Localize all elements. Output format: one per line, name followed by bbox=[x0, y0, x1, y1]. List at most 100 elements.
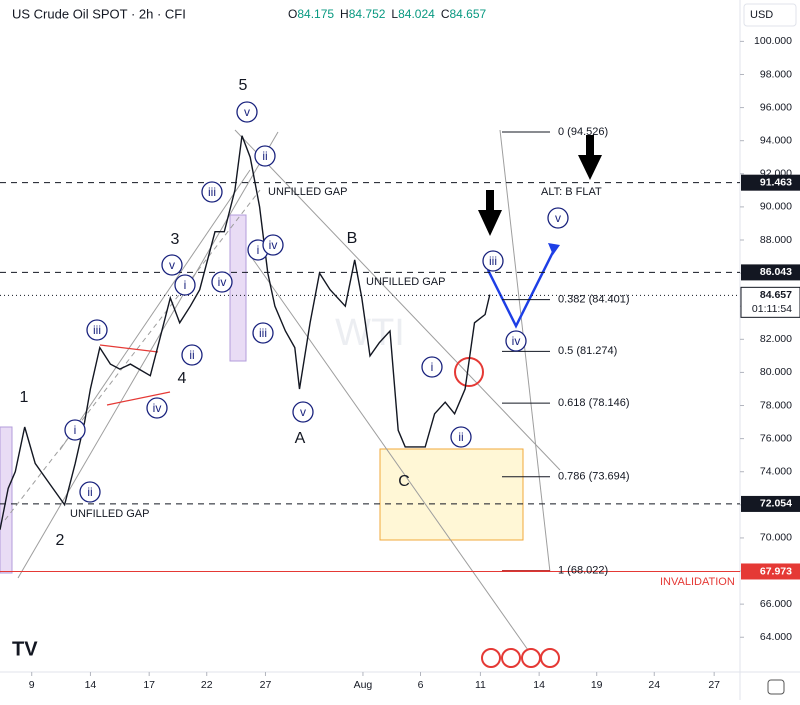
last-price-label: 84.657 bbox=[760, 289, 792, 301]
sub-wave-circle bbox=[505, 330, 527, 352]
wave-label: B bbox=[347, 230, 358, 247]
invalidation-box bbox=[741, 563, 800, 580]
logo: TV bbox=[12, 638, 38, 660]
sub-wave-label: ii bbox=[458, 430, 463, 444]
x-tick-label: 9 bbox=[29, 679, 35, 691]
annotation: INVALIDATION bbox=[660, 576, 735, 588]
last-price-box bbox=[740, 286, 800, 318]
sub-wave-circle bbox=[262, 234, 284, 256]
sub-wave-label: i bbox=[184, 278, 187, 292]
price-line-box bbox=[741, 174, 800, 191]
fib-label: 0.786 (73.694) bbox=[558, 471, 630, 483]
sub-wave-label: v bbox=[244, 105, 250, 119]
sub-wave-label: ii bbox=[262, 149, 267, 163]
ohlc-label: O bbox=[288, 7, 297, 21]
y-tick-label: 78.000 bbox=[760, 399, 792, 411]
ohlc: O84.175 H84.752 L84.024 C84.657 bbox=[288, 7, 487, 21]
x-tick-label: Aug bbox=[354, 679, 373, 691]
arrow-head bbox=[548, 243, 560, 255]
wave-label: A bbox=[295, 430, 306, 447]
y-tick-label: 98.000 bbox=[760, 68, 792, 80]
x-tick-label: 6 bbox=[418, 679, 424, 691]
y-tick-label: 100.000 bbox=[754, 35, 792, 47]
settings-button[interactable] bbox=[767, 679, 785, 695]
sub-wave-label: ii bbox=[87, 485, 92, 499]
sub-wave-circle bbox=[86, 319, 108, 341]
gap-box bbox=[229, 214, 247, 362]
sub-wave-label: iii bbox=[93, 323, 101, 337]
sub-wave-label: iv bbox=[269, 238, 278, 252]
x-tick-label: 11 bbox=[475, 679, 486, 691]
sub-wave-circle bbox=[292, 401, 314, 423]
fib-label: 0.382 (84.401) bbox=[558, 293, 630, 305]
wave-label: 3 bbox=[171, 231, 180, 248]
sub-wave-circle bbox=[421, 356, 443, 378]
wave-label: 1 bbox=[20, 389, 29, 406]
ohlc-value: 84.175 bbox=[297, 7, 334, 21]
price-line-label: 86.043 bbox=[760, 266, 792, 278]
price-line-label: 91.463 bbox=[760, 176, 792, 188]
chart-title: US Crude Oil SPOT · 2h · CFI bbox=[12, 6, 186, 21]
down-arrows bbox=[478, 135, 602, 236]
price-line-box bbox=[741, 264, 800, 281]
x-tick-label: 22 bbox=[201, 679, 213, 691]
sub-wave-label: i bbox=[257, 243, 260, 257]
ohlc-label: C bbox=[441, 7, 450, 21]
price-line-label: 72.054 bbox=[760, 498, 792, 510]
ohlc-value: 84.024 bbox=[398, 7, 435, 21]
sub-wave-circle bbox=[236, 101, 258, 123]
fib-label: 1 (68.022) bbox=[558, 565, 608, 577]
wave-label: 5 bbox=[239, 77, 248, 94]
x-tick-label: 19 bbox=[591, 679, 603, 691]
annotation: UNFILLED GAP bbox=[70, 508, 149, 520]
sub-wave-label: v bbox=[555, 211, 561, 225]
sub-wave-label: v bbox=[169, 258, 175, 272]
ohlc-label: L bbox=[391, 7, 398, 21]
annotation: UNFILLED GAP bbox=[366, 276, 445, 288]
x-tick-label: 14 bbox=[533, 679, 545, 691]
sub-wave-circle bbox=[482, 250, 504, 272]
sub-wave-label: i bbox=[431, 360, 434, 374]
price-path bbox=[0, 135, 491, 530]
y-tick-label: 76.000 bbox=[760, 432, 792, 444]
sub-wave-label: iii bbox=[489, 254, 497, 268]
sub-wave-circle bbox=[252, 322, 274, 344]
x-tick-label: 27 bbox=[260, 679, 272, 691]
x-tick-label: 24 bbox=[648, 679, 660, 691]
currency[interactable]: USD bbox=[750, 9, 773, 21]
y-tick-label: 70.000 bbox=[760, 532, 792, 544]
sub-wave-circle bbox=[161, 254, 183, 276]
sub-wave-label: v bbox=[300, 405, 306, 419]
fib-label: 0 (94.526) bbox=[558, 126, 608, 138]
y-tick-label: 64.000 bbox=[760, 631, 792, 643]
sub-wave-circle bbox=[450, 426, 472, 448]
y-tick-label: 66.000 bbox=[760, 598, 792, 610]
sub-wave-label: ii bbox=[189, 348, 194, 362]
sub-wave-circle bbox=[181, 344, 203, 366]
sub-wave-label: iii bbox=[259, 326, 267, 340]
currency-box[interactable] bbox=[743, 3, 797, 27]
sub-wave-circle bbox=[79, 481, 101, 503]
ohlc-label: H bbox=[340, 7, 349, 21]
sub-wave-circle bbox=[174, 274, 196, 296]
sub-wave-circle bbox=[211, 271, 233, 293]
fib-label: 0.5 (81.274) bbox=[558, 345, 617, 357]
fib-label: 0.618 (78.146) bbox=[558, 397, 630, 409]
sub-wave-circle bbox=[201, 181, 223, 203]
wave-label: 2 bbox=[56, 532, 65, 549]
triangle-lines bbox=[99, 344, 171, 406]
wave-label: C bbox=[398, 473, 410, 490]
annotation: ALT: B FLAT bbox=[541, 186, 602, 198]
y-tick-label: 96.000 bbox=[760, 101, 792, 113]
x-tick-label: 17 bbox=[143, 679, 155, 691]
sub-wave-label: iii bbox=[208, 185, 216, 199]
countdown: 01:11:54 bbox=[752, 303, 792, 315]
sub-wave-circle bbox=[146, 397, 168, 419]
target-box bbox=[379, 448, 524, 541]
y-tick-label: 74.000 bbox=[760, 466, 792, 478]
x-tick-label: 14 bbox=[85, 679, 97, 691]
y-tick-label: 94.000 bbox=[760, 134, 792, 146]
annotation: UNFILLED GAP bbox=[268, 186, 347, 198]
price-line-box bbox=[741, 495, 800, 512]
